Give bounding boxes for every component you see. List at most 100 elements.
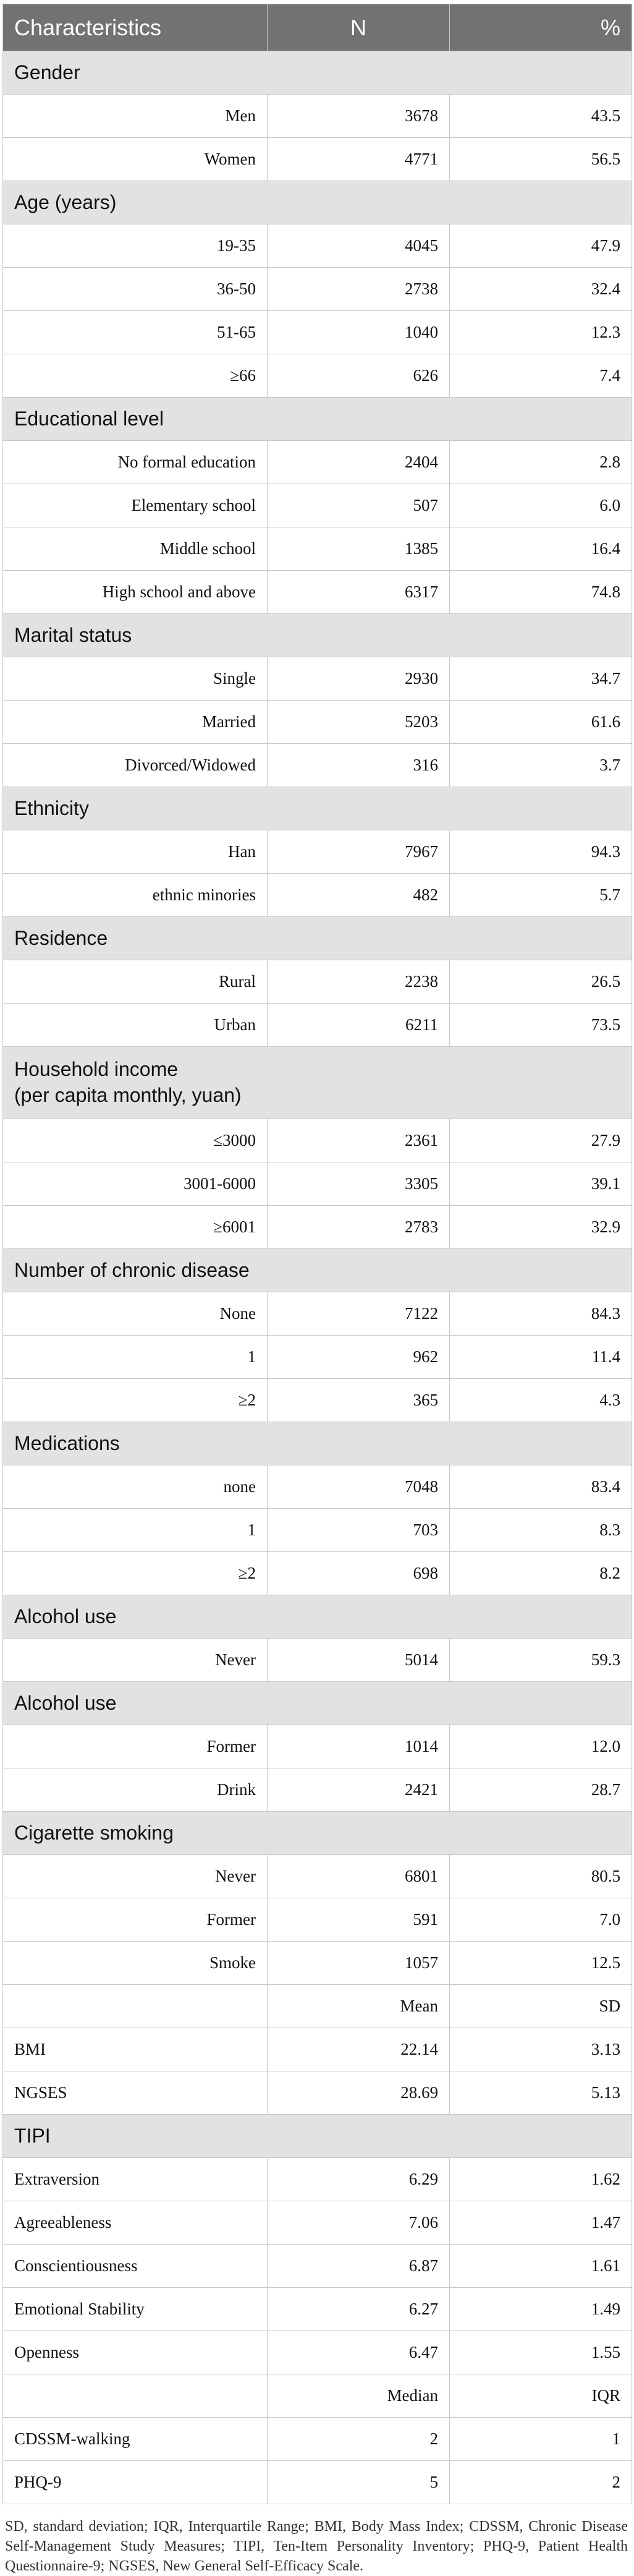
row-value-2: 32.4 — [449, 267, 632, 311]
row-value-2: 34.7 — [449, 657, 632, 701]
row-label: ≥6001 — [2, 1205, 268, 1249]
row-label: Han — [2, 830, 268, 874]
row-value-1: 482 — [267, 873, 450, 917]
row-value-2: 12.5 — [449, 1941, 632, 1985]
row-value-2: 1.47 — [449, 2201, 632, 2245]
row-value-2: 1.62 — [449, 2157, 632, 2201]
section-row-alcohol-use: Alcohol use — [2, 1681, 632, 1725]
section-title-cell: Age (years) — [2, 181, 632, 224]
section-title: Cigarette smoking — [14, 1821, 174, 1844]
row-label: Smoke — [2, 1941, 268, 1985]
row-label: 19-35 — [2, 224, 268, 268]
row-value-2: 8.2 — [449, 1551, 632, 1595]
section-title-cell: TIPI — [2, 2114, 632, 2158]
header-percent: % — [449, 4, 632, 51]
table-row-cdssm-walking: CDSSM-walking 2 1 — [2, 2417, 632, 2461]
row-value-2: 56.5 — [449, 137, 632, 181]
row-value-2: SD — [449, 1984, 632, 2028]
row-value-1: 5 — [267, 2460, 450, 2504]
characteristics-table: Characteristics N % Gender Men 3678 43.5 Wom… — [2, 4, 632, 2504]
row-label — [2, 1984, 268, 2028]
row-value-1: 6.27 — [267, 2287, 450, 2331]
row-label: Emotional Stability — [2, 2287, 268, 2331]
row-value-2: 61.6 — [449, 700, 632, 744]
row-value-2: 12.3 — [449, 310, 632, 354]
section-row-educational-level: Educational level — [2, 397, 632, 441]
table-row-cigarette-smoking-former: Former 591 7.0 — [2, 1898, 632, 1942]
section-title-cell: Gender — [2, 51, 632, 95]
row-value-2: 1.49 — [449, 2287, 632, 2331]
table-row-age-years-66: ≥66 626 7.4 — [2, 354, 632, 398]
row-value-1: 7.06 — [267, 2201, 450, 2245]
table-row-gender-men: Men 3678 43.5 — [2, 94, 632, 138]
table-row-tipi-openness: Openness 6.47 1.55 — [2, 2331, 632, 2374]
table-row-medications-2: ≥2 698 8.2 — [2, 1551, 632, 1595]
row-value-2: 94.3 — [449, 830, 632, 874]
section-title-cell: Alcohol use — [2, 1681, 632, 1725]
section-row-cigarette-smoking: Cigarette smoking — [2, 1811, 632, 1855]
table-row-alcohol-use-never: Never 5014 59.3 — [2, 1638, 632, 1682]
row-value-2: 43.5 — [449, 94, 632, 138]
table-row-ethnicity-ethnic-minories: ethnic minories 482 5.7 — [2, 873, 632, 917]
section-row-tipi: TIPI — [2, 2114, 632, 2158]
row-label: BMI — [2, 2028, 268, 2071]
section-row-alcohol-use: Alcohol use — [2, 1595, 632, 1639]
section-title-cell: Educational level — [2, 397, 632, 441]
median-iqr-header-row: Median IQR — [2, 2374, 632, 2418]
row-label: Single — [2, 657, 268, 701]
row-value-2: 16.4 — [449, 527, 632, 571]
row-value-2: 27.9 — [449, 1119, 632, 1162]
row-value-1: 1057 — [267, 1941, 450, 1985]
table-row-educational-level-high-school-and-above: High school and above 6317 74.8 — [2, 570, 632, 614]
row-label: 3001-6000 — [2, 1162, 268, 1206]
row-value-2: 6.0 — [449, 484, 632, 527]
section-title: Household income — [14, 1058, 179, 1081]
table-row-age-years-51-65: 51-65 1040 12.3 — [2, 310, 632, 354]
row-label: Urban — [2, 1003, 268, 1047]
row-value-1: 2238 — [267, 960, 450, 1004]
characteristics-table-container: Characteristics N % Gender Men 3678 43.5 Wom… — [2, 4, 632, 2504]
row-value-2: 4.3 — [449, 1378, 632, 1422]
row-label: Middle school — [2, 527, 268, 571]
row-value-1: 2404 — [267, 440, 450, 484]
table-row-tipi-emotional-stability: Emotional Stability 6.27 1.49 — [2, 2287, 632, 2331]
table-row-cigarette-smoking-smoke: Smoke 1057 12.5 — [2, 1941, 632, 1985]
row-value-1: 4771 — [267, 137, 450, 181]
row-value-1: 1385 — [267, 527, 450, 571]
section-subtitle: (per capita monthly, yuan) — [14, 1084, 242, 1106]
table-row-educational-level-elementary-school: Elementary school 507 6.0 — [2, 484, 632, 527]
row-value-1: 22.14 — [267, 2028, 450, 2071]
section-row-residence: Residence — [2, 916, 632, 960]
row-label: No formal education — [2, 440, 268, 484]
row-value-2: IQR — [449, 2374, 632, 2418]
table-row-marital-status-single: Single 2930 34.7 — [2, 657, 632, 701]
row-label: 51-65 — [2, 310, 268, 354]
row-value-2: 8.3 — [449, 1508, 632, 1552]
row-label: Married — [2, 700, 268, 744]
table-row-tipi-agreeableness: Agreeableness 7.06 1.47 — [2, 2201, 632, 2245]
section-title-cell: Medications — [2, 1422, 632, 1465]
section-row-medications: Medications — [2, 1422, 632, 1465]
row-value-2: 1.61 — [449, 2244, 632, 2288]
row-value-2: 3.13 — [449, 2028, 632, 2071]
row-value-1: 591 — [267, 1898, 450, 1942]
section-row-number-of-chronic-disease: Number of chronic disease — [2, 1248, 632, 1292]
row-value-2: 5.7 — [449, 873, 632, 917]
table-row-medications-none: none 7048 83.4 — [2, 1465, 632, 1509]
section-title: TIPI — [14, 2124, 51, 2147]
row-label: Women — [2, 137, 268, 181]
header-n: N — [267, 4, 450, 51]
table-body: Gender Men 3678 43.5 Women 4771 56.5 Age (years… — [2, 51, 632, 2504]
section-title: Alcohol use — [14, 1605, 117, 1627]
table-row-residence-rural: Rural 2238 26.5 — [2, 960, 632, 1004]
section-title-cell: Ethnicity — [2, 787, 632, 830]
row-label: Never — [2, 1638, 268, 1682]
row-label: Openness — [2, 2331, 268, 2374]
row-value-1: 7048 — [267, 1465, 450, 1509]
row-value-1: 1014 — [267, 1725, 450, 1768]
section-title-cell: Household income (per capita monthly, yua… — [2, 1046, 632, 1119]
row-value-2: 12.0 — [449, 1725, 632, 1768]
section-title-cell: Number of chronic disease — [2, 1248, 632, 1292]
row-value-2: 1.55 — [449, 2331, 632, 2374]
row-label: None — [2, 1292, 268, 1336]
